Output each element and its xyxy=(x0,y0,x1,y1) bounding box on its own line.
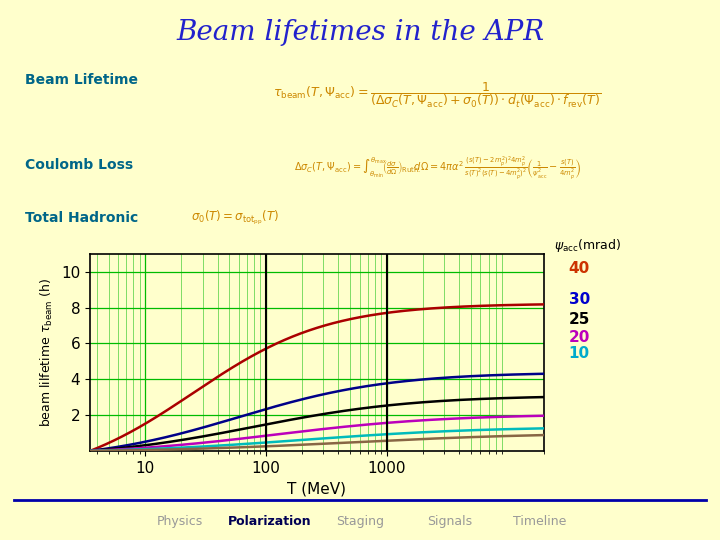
Text: Staging: Staging xyxy=(336,515,384,528)
Text: Signals: Signals xyxy=(428,515,472,528)
Text: Physics: Physics xyxy=(157,515,203,528)
Text: 30: 30 xyxy=(569,292,590,307)
Text: $\tau_{\rm beam}(T,\Psi_{\rm acc}) = \dfrac{1}{(\Delta\sigma_C(T,\Psi_{\rm acc}): $\tau_{\rm beam}(T,\Psi_{\rm acc}) = \df… xyxy=(274,82,601,110)
Y-axis label: beam lilfetime $\tau_{\rm beam}$ (h): beam lilfetime $\tau_{\rm beam}$ (h) xyxy=(40,278,55,427)
Text: Beam lifetimes in the APR: Beam lifetimes in the APR xyxy=(176,19,544,46)
Text: Beam Lifetime: Beam Lifetime xyxy=(24,73,138,87)
Text: $\psi_{\rm acc}$(mrad): $\psi_{\rm acc}$(mrad) xyxy=(554,237,621,254)
Text: Total Hadronic: Total Hadronic xyxy=(24,212,138,225)
Text: 10: 10 xyxy=(569,346,590,361)
Text: 40: 40 xyxy=(569,261,590,276)
Text: 25: 25 xyxy=(569,312,590,327)
Text: $\Delta\sigma_C(T,\Psi_{\rm acc}) = \int_{\theta_{\rm min}}^{\theta_{\rm max}}\!: $\Delta\sigma_C(T,\Psi_{\rm acc}) = \int… xyxy=(294,155,581,183)
Text: Timeline: Timeline xyxy=(513,515,567,528)
Text: Coulomb Loss: Coulomb Loss xyxy=(24,158,133,172)
Text: Polarization: Polarization xyxy=(228,515,312,528)
X-axis label: T (MeV): T (MeV) xyxy=(287,481,346,496)
Text: 20: 20 xyxy=(569,330,590,345)
Text: $\sigma_0(T) = \sigma_{\rm tot_{pp}}(T)$: $\sigma_0(T) = \sigma_{\rm tot_{pp}}(T)$ xyxy=(191,209,279,227)
